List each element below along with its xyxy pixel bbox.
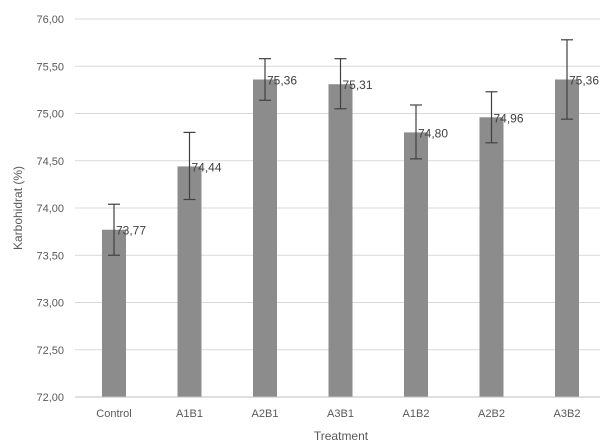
y-axis-title: Karbohidrat (%) (11, 166, 25, 250)
x-tick-label: A2B2 (478, 408, 505, 420)
y-tick-label: 72,00 (36, 392, 64, 404)
bar-a1b2 (404, 132, 428, 397)
error-bar-a1b1 (183, 131, 196, 201)
x-tick-label: A1B2 (403, 408, 430, 420)
error-bar-control (108, 203, 120, 256)
error-bar-a2b1 (259, 58, 271, 101)
data-labels: 73,77 74,44 75,36 75,31 74,80 74,96 75,36 (116, 73, 599, 237)
error-bar-a2b2 (485, 91, 498, 144)
y-axis-ticks: 72,00 72,50 73,00 73,50 74,00 74,50 75,00 75,50… (36, 14, 64, 404)
y-tick-label: 72,50 (36, 345, 64, 357)
error-bar-a3b2 (561, 39, 573, 120)
x-tick-label: A3B1 (327, 408, 354, 420)
y-tick-label: 74,00 (36, 203, 64, 215)
x-tick-label: A3B2 (554, 408, 581, 420)
bar-a2b2 (479, 117, 504, 397)
data-label-a1b1: 74,44 (192, 160, 222, 174)
bars (102, 79, 579, 397)
error-bar-a1b2 (410, 104, 422, 160)
x-tick-label: Control (96, 408, 131, 420)
data-label-a2b1: 75,36 (267, 73, 297, 87)
error-bars (108, 39, 573, 256)
y-tick-label: 74,50 (36, 156, 64, 168)
data-label-a3b1: 75,31 (343, 78, 373, 92)
x-tick-label: A1B1 (176, 408, 203, 420)
x-axis-ticks: Control A1B1 A2B1 A3B1 A1B2 A2B2 A3B2 (96, 408, 580, 420)
bar-control (102, 229, 126, 397)
y-tick-label: 75,00 (36, 109, 64, 121)
data-label-a2b2: 74,96 (494, 111, 524, 125)
y-tick-label: 73,00 (36, 298, 64, 310)
x-tick-label: A2B1 (252, 408, 279, 420)
bar-a3b2 (555, 79, 579, 397)
bar-a1b1 (177, 166, 202, 397)
data-label-control: 73,77 (116, 224, 146, 238)
x-axis-title: Treatment (314, 429, 369, 443)
data-label-a1b2: 74,80 (418, 126, 448, 140)
bar-a2b1 (253, 79, 277, 397)
error-bar-a3b1 (334, 58, 347, 110)
data-label-a3b2: 75,36 (569, 73, 599, 87)
y-tick-label: 73,50 (36, 250, 64, 262)
bar-a3b1 (328, 84, 353, 397)
y-tick-label: 75,50 (36, 61, 64, 73)
y-tick-label: 76,00 (36, 14, 64, 26)
